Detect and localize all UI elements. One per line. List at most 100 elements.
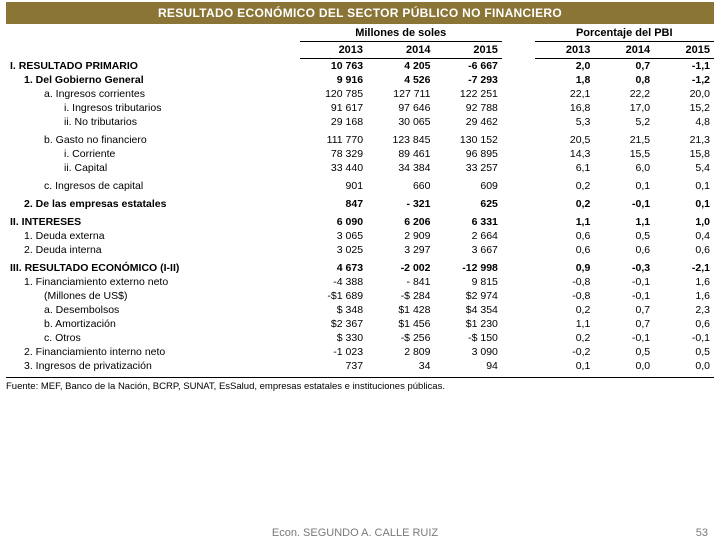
cell-millones: 2 809 [367, 345, 434, 359]
cell-millones: -$1 689 [300, 289, 367, 303]
cell-millones: 3 025 [300, 243, 367, 257]
cell-millones: 660 [367, 179, 434, 193]
row-label: b. Gasto no financiero [6, 133, 300, 147]
cell-millones: 29 168 [300, 115, 367, 129]
cell-porcentaje: 0,5 [654, 345, 714, 359]
table-row: c. Otros$ 330-$ 256-$ 1500,2-0,1-0,1 [6, 331, 714, 345]
cell-millones: 89 461 [367, 147, 434, 161]
cell-porcentaje: 20,5 [535, 133, 595, 147]
cell-millones: 901 [300, 179, 367, 193]
table-row: i. Ingresos tributarios91 61797 64692 78… [6, 101, 714, 115]
col-year: 2014 [594, 42, 654, 59]
cell-millones: 625 [434, 197, 501, 211]
row-label: III. RESULTADO ECONÓMICO (I-II) [6, 261, 300, 275]
cell-millones: -$ 150 [434, 331, 501, 345]
footer: Econ. SEGUNDO A. CALLE RUIZ 53 [0, 527, 720, 539]
cell-porcentaje: -0,2 [535, 345, 595, 359]
cell-millones: - 841 [367, 275, 434, 289]
cell-millones: -1 023 [300, 345, 367, 359]
cell-porcentaje: -1,1 [654, 59, 714, 74]
table-row: i. Corriente78 32989 46196 89514,315,515… [6, 147, 714, 161]
cell-millones: $ 348 [300, 303, 367, 317]
table-row: 1. Financiamiento externo neto-4 388- 84… [6, 275, 714, 289]
cell-millones: -4 388 [300, 275, 367, 289]
cell-millones: $1 428 [367, 303, 434, 317]
cell-millones: 4 673 [300, 261, 367, 275]
cell-porcentaje: 0,2 [535, 331, 595, 345]
cell-porcentaje: 1,0 [654, 215, 714, 229]
cell-porcentaje: 0,5 [594, 229, 654, 243]
table-row: II. INTERESES6 0906 2066 3311,11,11,0 [6, 215, 714, 229]
cell-porcentaje: 0,9 [535, 261, 595, 275]
cell-porcentaje: 0,7 [594, 59, 654, 74]
financial-table: Millones de soles Porcentaje del PBI 201… [6, 24, 714, 373]
table-row: b. Amortización$2 367$1 456$1 2301,10,70… [6, 317, 714, 331]
cell-porcentaje: 15,2 [654, 101, 714, 115]
table-wrap: Millones de soles Porcentaje del PBI 201… [0, 24, 720, 373]
table-row: (Millones de US$)-$1 689-$ 284$2 974-0,8… [6, 289, 714, 303]
table-row: III. RESULTADO ECONÓMICO (I-II)4 673-2 0… [6, 261, 714, 275]
table-row: 2. Financiamiento interno neto-1 0232 80… [6, 345, 714, 359]
cell-millones: 92 788 [434, 101, 501, 115]
cell-porcentaje: 2,0 [535, 59, 595, 74]
cell-millones: 4 205 [367, 59, 434, 74]
table-row: I. RESULTADO PRIMARIO10 7634 205-6 6672,… [6, 59, 714, 74]
cell-porcentaje: 0,6 [535, 229, 595, 243]
cell-porcentaje: 17,0 [594, 101, 654, 115]
table-row: 2. De las empresas estatales847- 3216250… [6, 197, 714, 211]
cell-millones: 847 [300, 197, 367, 211]
row-label: a. Ingresos corrientes [6, 87, 300, 101]
cell-millones: 78 329 [300, 147, 367, 161]
cell-porcentaje: 0,5 [594, 345, 654, 359]
cell-millones: -7 293 [434, 73, 501, 87]
row-label: 3. Ingresos de privatización [6, 359, 300, 373]
cell-millones: 3 297 [367, 243, 434, 257]
cell-millones: 96 895 [434, 147, 501, 161]
cell-millones: 6 206 [367, 215, 434, 229]
cell-millones: $2 974 [434, 289, 501, 303]
cell-millones: 94 [434, 359, 501, 373]
row-label: 1. Del Gobierno General [6, 73, 300, 87]
cell-porcentaje: 1,1 [535, 215, 595, 229]
col-year: 2013 [535, 42, 595, 59]
row-label: a. Desembolsos [6, 303, 300, 317]
cell-porcentaje: 1,6 [654, 275, 714, 289]
cell-millones: 122 251 [434, 87, 501, 101]
cell-porcentaje: 2,3 [654, 303, 714, 317]
cell-millones: -12 998 [434, 261, 501, 275]
cell-millones: 91 617 [300, 101, 367, 115]
row-label: (Millones de US$) [6, 289, 300, 303]
cell-millones: -6 667 [434, 59, 501, 74]
row-label: 2. Deuda interna [6, 243, 300, 257]
cell-porcentaje: -1,2 [654, 73, 714, 87]
cell-millones: 120 785 [300, 87, 367, 101]
col-group-millones: Millones de soles [300, 24, 502, 42]
row-label: 2. Financiamiento interno neto [6, 345, 300, 359]
table-body: I. RESULTADO PRIMARIO10 7634 205-6 6672,… [6, 59, 714, 374]
cell-millones: 33 257 [434, 161, 501, 175]
table-row: 2. Deuda interna3 0253 2973 6670,60,60,6 [6, 243, 714, 257]
cell-millones: 6 090 [300, 215, 367, 229]
cell-porcentaje: 14,3 [535, 147, 595, 161]
cell-millones: 33 440 [300, 161, 367, 175]
table-row: ii. No tributarios29 16830 06529 4625,35… [6, 115, 714, 129]
cell-millones: $ 330 [300, 331, 367, 345]
cell-porcentaje: 0,1 [594, 179, 654, 193]
cell-porcentaje: 20,0 [654, 87, 714, 101]
cell-millones: 97 646 [367, 101, 434, 115]
table-row: 3. Ingresos de privatización73734940,10,… [6, 359, 714, 373]
row-label: 1. Deuda externa [6, 229, 300, 243]
row-label: 2. De las empresas estatales [6, 197, 300, 211]
row-label: b. Amortización [6, 317, 300, 331]
cell-porcentaje: 0,2 [535, 197, 595, 211]
table-group-header-row: Millones de soles Porcentaje del PBI [6, 24, 714, 42]
cell-porcentaje: 0,2 [535, 303, 595, 317]
page-number: 53 [696, 527, 708, 539]
cell-millones: $1 456 [367, 317, 434, 331]
cell-porcentaje: 0,6 [594, 243, 654, 257]
cell-millones: 30 065 [367, 115, 434, 129]
cell-millones: 130 152 [434, 133, 501, 147]
table-row: c. Ingresos de capital9016606090,20,10,1 [6, 179, 714, 193]
table-year-row: 2013 2014 2015 2013 2014 2015 [6, 42, 714, 59]
cell-porcentaje: 0,6 [654, 317, 714, 331]
